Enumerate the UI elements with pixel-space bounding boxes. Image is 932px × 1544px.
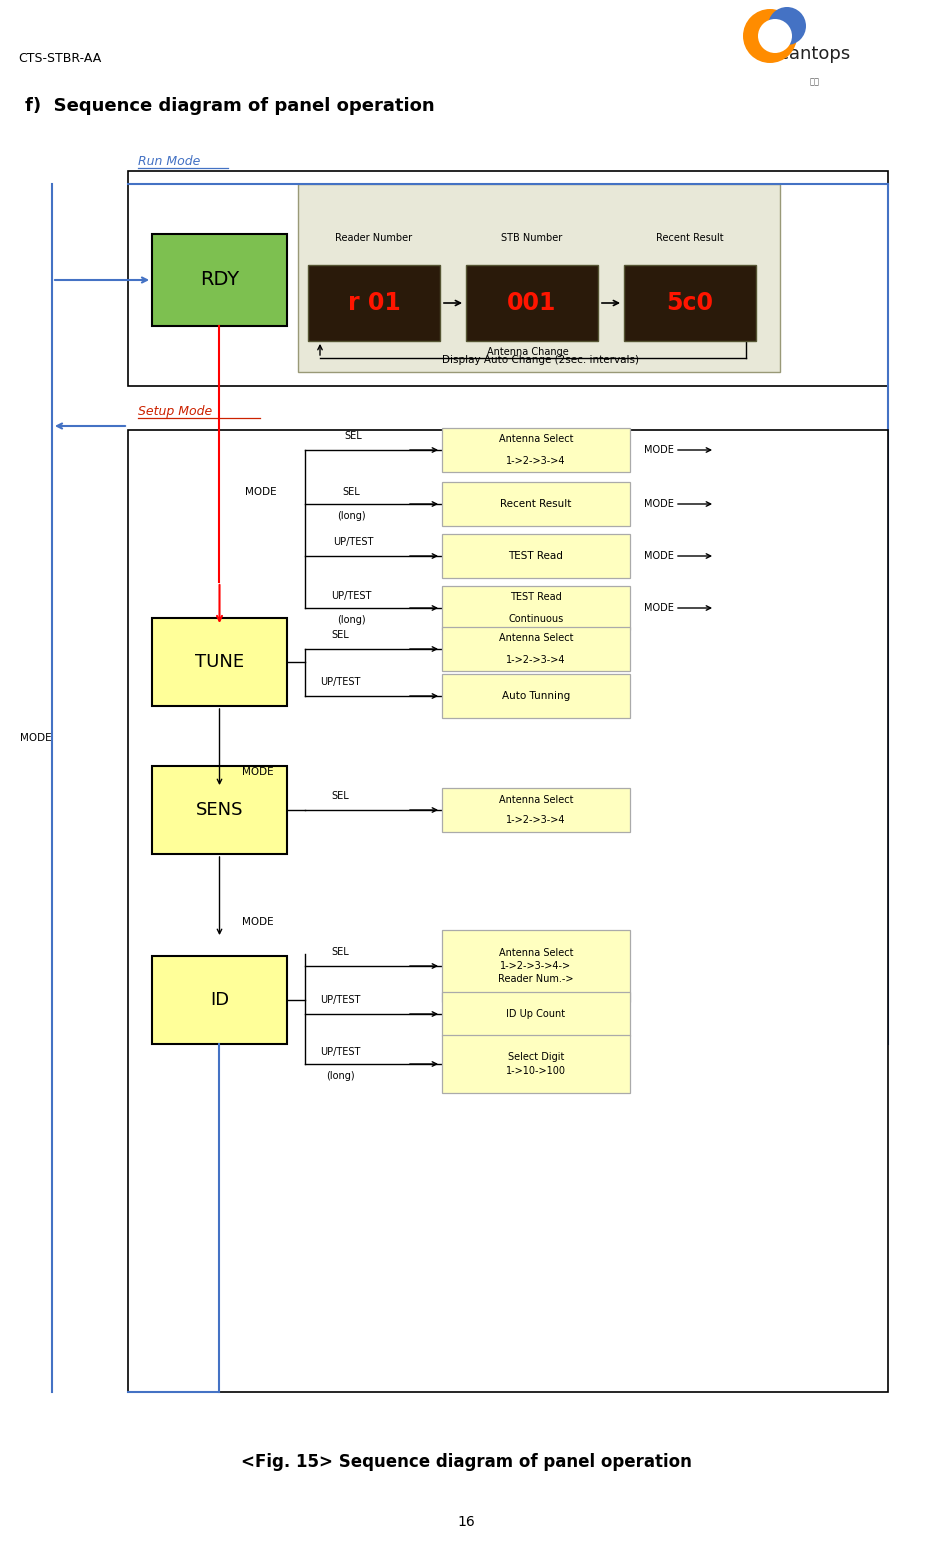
Text: Antenna Select: Antenna Select bbox=[499, 434, 573, 445]
FancyBboxPatch shape bbox=[152, 956, 287, 1044]
Text: (long): (long) bbox=[325, 1072, 354, 1081]
Text: MODE: MODE bbox=[242, 767, 274, 777]
Text: UP/TEST: UP/TEST bbox=[320, 1047, 360, 1058]
FancyBboxPatch shape bbox=[442, 787, 630, 832]
Text: Antenna Select: Antenna Select bbox=[499, 948, 573, 957]
FancyBboxPatch shape bbox=[442, 627, 630, 672]
Text: STB Number: STB Number bbox=[501, 233, 563, 242]
Text: Run Mode: Run Mode bbox=[138, 156, 200, 168]
FancyBboxPatch shape bbox=[298, 184, 780, 372]
FancyBboxPatch shape bbox=[442, 929, 630, 1002]
Text: UP/TEST: UP/TEST bbox=[320, 676, 360, 687]
Text: 랩스: 랩스 bbox=[810, 77, 820, 86]
Circle shape bbox=[743, 9, 797, 63]
Text: MODE: MODE bbox=[242, 917, 274, 926]
Text: UP/TEST: UP/TEST bbox=[333, 537, 373, 547]
Text: MODE: MODE bbox=[644, 551, 674, 560]
Text: (long): (long) bbox=[336, 511, 365, 520]
Text: ID: ID bbox=[210, 991, 229, 1008]
FancyBboxPatch shape bbox=[152, 235, 287, 326]
Text: Recent Result: Recent Result bbox=[656, 233, 724, 242]
FancyBboxPatch shape bbox=[442, 587, 630, 630]
Text: 1->2->3->4->: 1->2->3->4-> bbox=[500, 960, 571, 971]
Text: SEL: SEL bbox=[342, 486, 360, 497]
Text: Reader Number: Reader Number bbox=[336, 233, 413, 242]
Text: Antenna Select: Antenna Select bbox=[499, 795, 573, 804]
Text: Display Auto Change (2sec. intervals): Display Auto Change (2sec. intervals) bbox=[442, 355, 638, 364]
Text: <Fig. 15> Sequence diagram of panel operation: <Fig. 15> Sequence diagram of panel oper… bbox=[240, 1453, 692, 1471]
Text: (long): (long) bbox=[336, 615, 365, 625]
Text: MODE: MODE bbox=[644, 604, 674, 613]
FancyBboxPatch shape bbox=[624, 266, 756, 341]
Text: SEL: SEL bbox=[331, 946, 349, 957]
Text: Auto Tunning: Auto Tunning bbox=[501, 692, 570, 701]
Text: UP/TEST: UP/TEST bbox=[331, 591, 371, 601]
Text: SENS: SENS bbox=[196, 801, 243, 818]
FancyBboxPatch shape bbox=[442, 534, 630, 577]
FancyBboxPatch shape bbox=[128, 429, 888, 1393]
Text: Reader Num.->: Reader Num.-> bbox=[499, 974, 574, 984]
FancyBboxPatch shape bbox=[442, 428, 630, 472]
FancyBboxPatch shape bbox=[308, 266, 440, 341]
Text: SEL: SEL bbox=[331, 630, 349, 641]
Text: TEST Read: TEST Read bbox=[510, 591, 562, 602]
Text: MODE: MODE bbox=[644, 445, 674, 455]
Text: Setup Mode: Setup Mode bbox=[138, 406, 212, 418]
Text: MODE: MODE bbox=[644, 499, 674, 510]
Text: 001: 001 bbox=[507, 290, 556, 315]
Text: 1->2->3->4: 1->2->3->4 bbox=[506, 655, 566, 665]
Text: f)  Sequence diagram of panel operation: f) Sequence diagram of panel operation bbox=[25, 97, 434, 114]
Text: SEL: SEL bbox=[344, 431, 362, 442]
FancyBboxPatch shape bbox=[442, 991, 630, 1036]
Text: Antenna Change: Antenna Change bbox=[487, 347, 569, 357]
FancyBboxPatch shape bbox=[466, 266, 598, 341]
Text: Select Digit: Select Digit bbox=[508, 1053, 564, 1062]
Text: 1->10->100: 1->10->100 bbox=[506, 1065, 566, 1076]
FancyBboxPatch shape bbox=[128, 171, 888, 386]
Circle shape bbox=[768, 8, 806, 45]
Text: r 01: r 01 bbox=[348, 290, 401, 315]
Text: MODE: MODE bbox=[20, 733, 51, 743]
Text: Continuous: Continuous bbox=[508, 615, 564, 624]
Text: Recent Result: Recent Result bbox=[500, 499, 571, 510]
Text: 1->2->3->4: 1->2->3->4 bbox=[506, 815, 566, 824]
Text: 16: 16 bbox=[457, 1515, 475, 1529]
Text: TUNE: TUNE bbox=[195, 653, 244, 672]
FancyBboxPatch shape bbox=[442, 482, 630, 527]
FancyBboxPatch shape bbox=[442, 675, 630, 718]
FancyBboxPatch shape bbox=[152, 618, 287, 706]
Text: 1->2->3->4: 1->2->3->4 bbox=[506, 455, 566, 466]
FancyBboxPatch shape bbox=[442, 1034, 630, 1093]
Text: TEST Read: TEST Read bbox=[509, 551, 564, 560]
Text: CTS-STBR-AA: CTS-STBR-AA bbox=[18, 52, 102, 65]
Text: 5c0: 5c0 bbox=[666, 290, 714, 315]
Circle shape bbox=[758, 19, 792, 52]
Text: RDY: RDY bbox=[200, 270, 240, 289]
Text: ID Up Count: ID Up Count bbox=[506, 1008, 566, 1019]
Text: cantops: cantops bbox=[779, 45, 851, 63]
Text: SEL: SEL bbox=[331, 791, 349, 801]
Text: Antenna Select: Antenna Select bbox=[499, 633, 573, 642]
Text: UP/TEST: UP/TEST bbox=[320, 994, 360, 1005]
FancyBboxPatch shape bbox=[152, 766, 287, 854]
Text: MODE: MODE bbox=[245, 486, 277, 497]
